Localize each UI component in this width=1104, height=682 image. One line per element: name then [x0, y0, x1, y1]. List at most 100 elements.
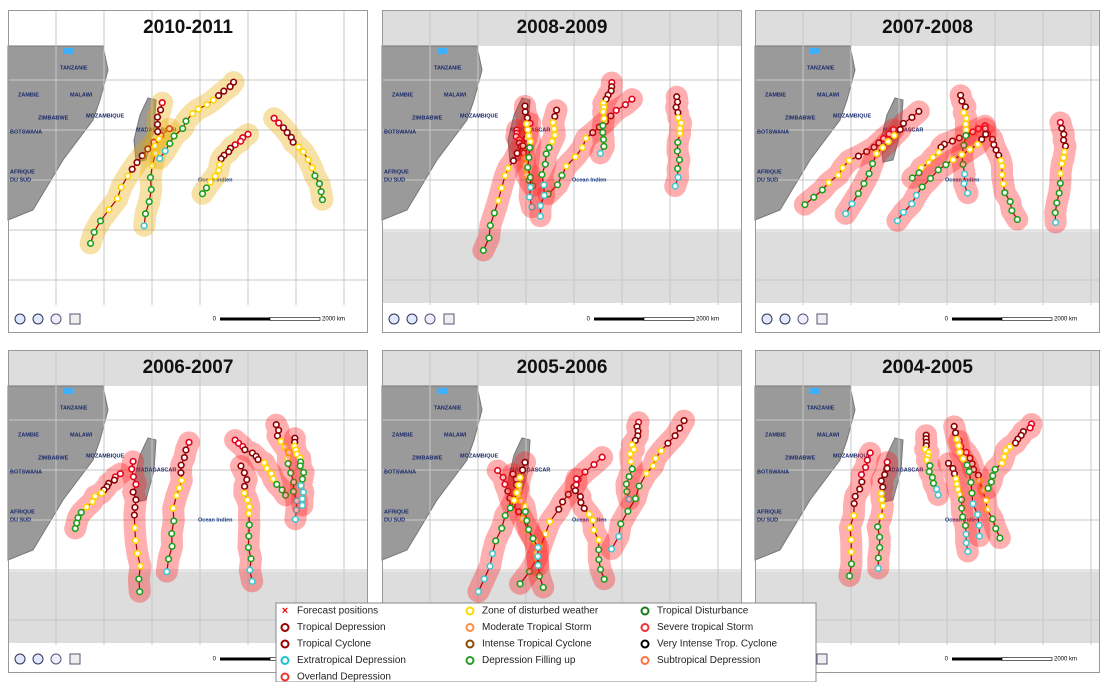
map-label: AFRIQUE — [384, 169, 409, 175]
legend-icon — [465, 639, 475, 649]
track-point — [524, 163, 532, 172]
map-label: ZAMBIE — [392, 432, 413, 438]
zoom-out-button[interactable] — [32, 313, 44, 325]
print-button[interactable] — [69, 653, 81, 665]
track-point — [304, 156, 312, 164]
track-point — [1060, 154, 1068, 162]
pan-button[interactable] — [50, 313, 62, 325]
track-point — [956, 448, 964, 456]
track-point — [842, 210, 850, 218]
track-point — [988, 515, 997, 523]
track-point — [950, 422, 958, 430]
track-point — [270, 114, 278, 122]
track-point — [536, 212, 544, 220]
zoom-in-button[interactable] — [388, 313, 400, 325]
track-point — [847, 548, 855, 556]
track-point — [578, 143, 587, 152]
track-point — [529, 534, 537, 543]
zoom-in-button[interactable] — [14, 653, 26, 665]
track-point — [254, 455, 262, 464]
zoom-in-button[interactable] — [761, 313, 773, 325]
track-point — [612, 106, 620, 114]
track-point — [129, 457, 137, 466]
track-point — [1051, 218, 1060, 227]
track-point — [245, 521, 253, 529]
panel-frame — [755, 10, 1100, 333]
track-point — [243, 475, 251, 484]
track-point — [608, 545, 616, 553]
track-point — [146, 173, 155, 182]
track-point — [818, 186, 826, 194]
track-point — [131, 524, 139, 532]
pan-button[interactable] — [50, 653, 62, 665]
track-point — [1006, 198, 1014, 206]
scale-end: 2000 km — [1054, 657, 1077, 663]
map-label: Ocean Indien — [572, 177, 607, 183]
track-point — [960, 108, 968, 117]
track-point — [168, 530, 176, 538]
scale-bar-light — [269, 317, 321, 321]
track-point — [131, 503, 139, 512]
track-point — [834, 171, 842, 179]
track-point — [113, 194, 122, 203]
print-button[interactable] — [69, 313, 81, 325]
print-button[interactable] — [816, 313, 828, 325]
map-label: ZIMBABWE — [38, 115, 69, 121]
track-point — [599, 135, 608, 144]
track-point — [296, 462, 304, 470]
zoom-out-button[interactable] — [32, 653, 44, 665]
track-point — [651, 454, 660, 462]
map-panel: TANZANIE ZAMBIE MALAWI MOZAMBIQUE ZIMBABWE BO… — [7, 10, 368, 333]
track-point — [926, 174, 935, 182]
track-point — [912, 191, 921, 199]
track-point — [480, 575, 488, 583]
track-point — [287, 469, 295, 477]
track-point — [151, 142, 159, 150]
map-label: MADAGASCAR — [136, 467, 176, 473]
track-point — [624, 507, 632, 515]
track-point — [899, 119, 908, 128]
legend-icon — [280, 672, 290, 682]
track-point — [540, 181, 548, 189]
track-point — [246, 566, 254, 574]
track-point — [317, 188, 325, 196]
track-point — [151, 149, 160, 157]
track-point — [501, 511, 509, 520]
track-point — [854, 190, 862, 198]
pan-button[interactable] — [797, 313, 809, 325]
panel-frame — [8, 10, 368, 333]
zoom-out-button[interactable] — [406, 313, 418, 325]
track-point — [876, 543, 884, 552]
track-point — [870, 143, 878, 151]
track-point — [133, 158, 141, 167]
legend-label: Tropical Cyclone — [297, 639, 372, 650]
track-point — [998, 162, 1006, 170]
print-button[interactable] — [443, 313, 455, 325]
track-point — [984, 484, 992, 492]
track-point — [504, 487, 512, 495]
track-point — [649, 462, 657, 470]
track-point — [962, 539, 970, 547]
map-top-band — [8, 350, 368, 386]
map-label: TANZANIE — [807, 65, 835, 71]
panel-title: 2006-2007 — [143, 357, 234, 378]
zoom-in-button[interactable] — [14, 313, 26, 325]
map-label: ZAMBIE — [18, 432, 39, 438]
pan-button[interactable] — [424, 313, 436, 325]
track-point — [965, 467, 973, 476]
panel-title: 2005-2006 — [517, 357, 608, 378]
print-button[interactable] — [816, 653, 828, 665]
map-bottom-band — [382, 231, 742, 303]
track-point — [1058, 160, 1066, 168]
track-point — [130, 511, 138, 519]
zoom-out-button[interactable] — [779, 313, 791, 325]
track-point — [962, 114, 970, 122]
track-point — [528, 203, 536, 211]
track-point — [925, 467, 933, 476]
legend-icon — [280, 656, 290, 665]
track-point — [851, 492, 859, 500]
map-label: MOZAMBIQUE — [86, 453, 125, 459]
track-point — [959, 455, 967, 463]
track-point — [585, 510, 593, 518]
track-point — [546, 518, 554, 526]
